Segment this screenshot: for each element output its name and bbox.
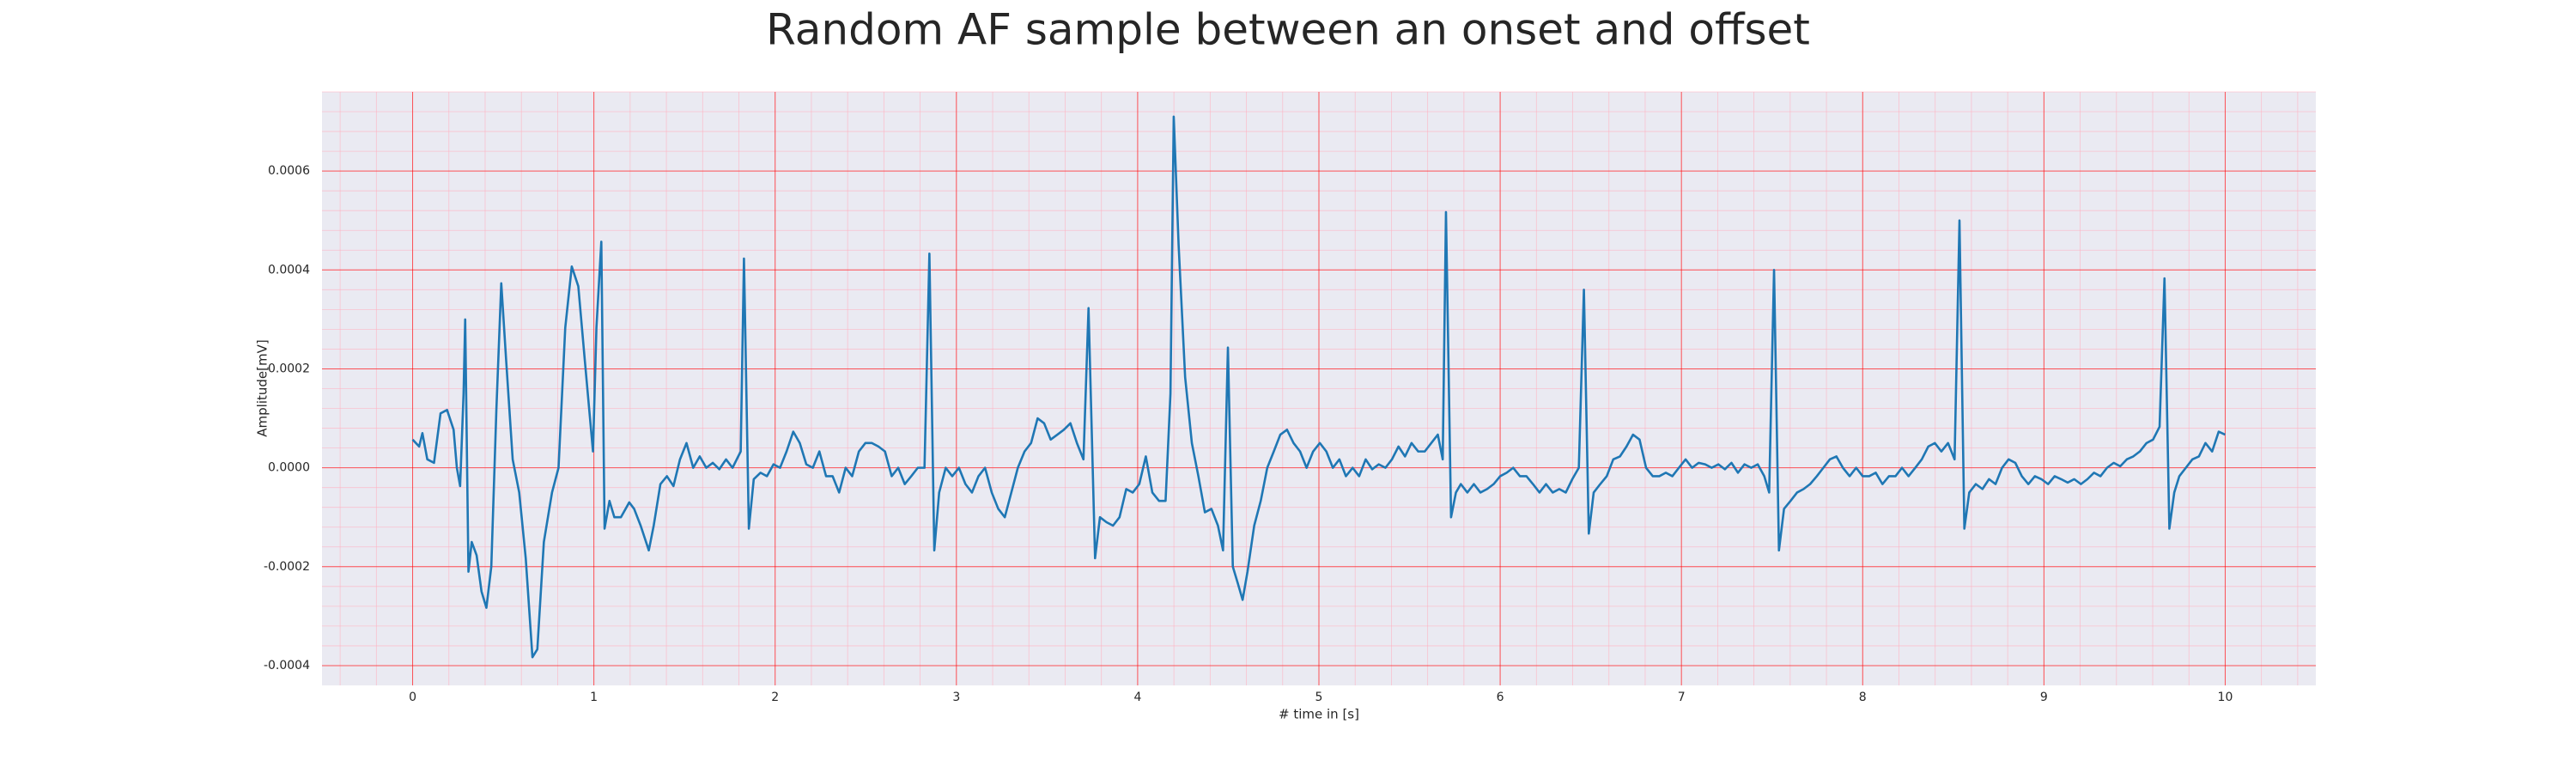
y-axis-label: Amplitude[mV] [255,339,270,436]
x-axis-label: # time in [s] [1279,707,1359,722]
y-tick-label: -0.0004 [264,659,310,673]
line [411,115,2226,659]
y-tick-label: 0.0000 [268,461,310,475]
x-tick-label: 4 [1133,691,1141,704]
y-tick-label: 0.0006 [268,164,310,178]
x-tick-label: 2 [771,691,779,704]
x-tick-label: 0 [409,691,416,704]
y-tick-label: 0.0004 [268,263,310,277]
x-tick-label: 5 [1315,691,1323,704]
x-tick-label: 1 [590,691,598,704]
x-tick-label: 6 [1497,691,1504,704]
y-tick-label: 0.0002 [268,362,310,375]
x-tick-label: 7 [1678,691,1686,704]
x-tick-label: 8 [1859,691,1867,704]
chart-title: Random AF sample between an onset and of… [766,5,1810,55]
y-tick-label: -0.0002 [264,560,310,574]
x-tick-label: 3 [952,691,960,704]
x-tick-label: 9 [2040,691,2048,704]
x-tick-label: 10 [2218,691,2233,704]
